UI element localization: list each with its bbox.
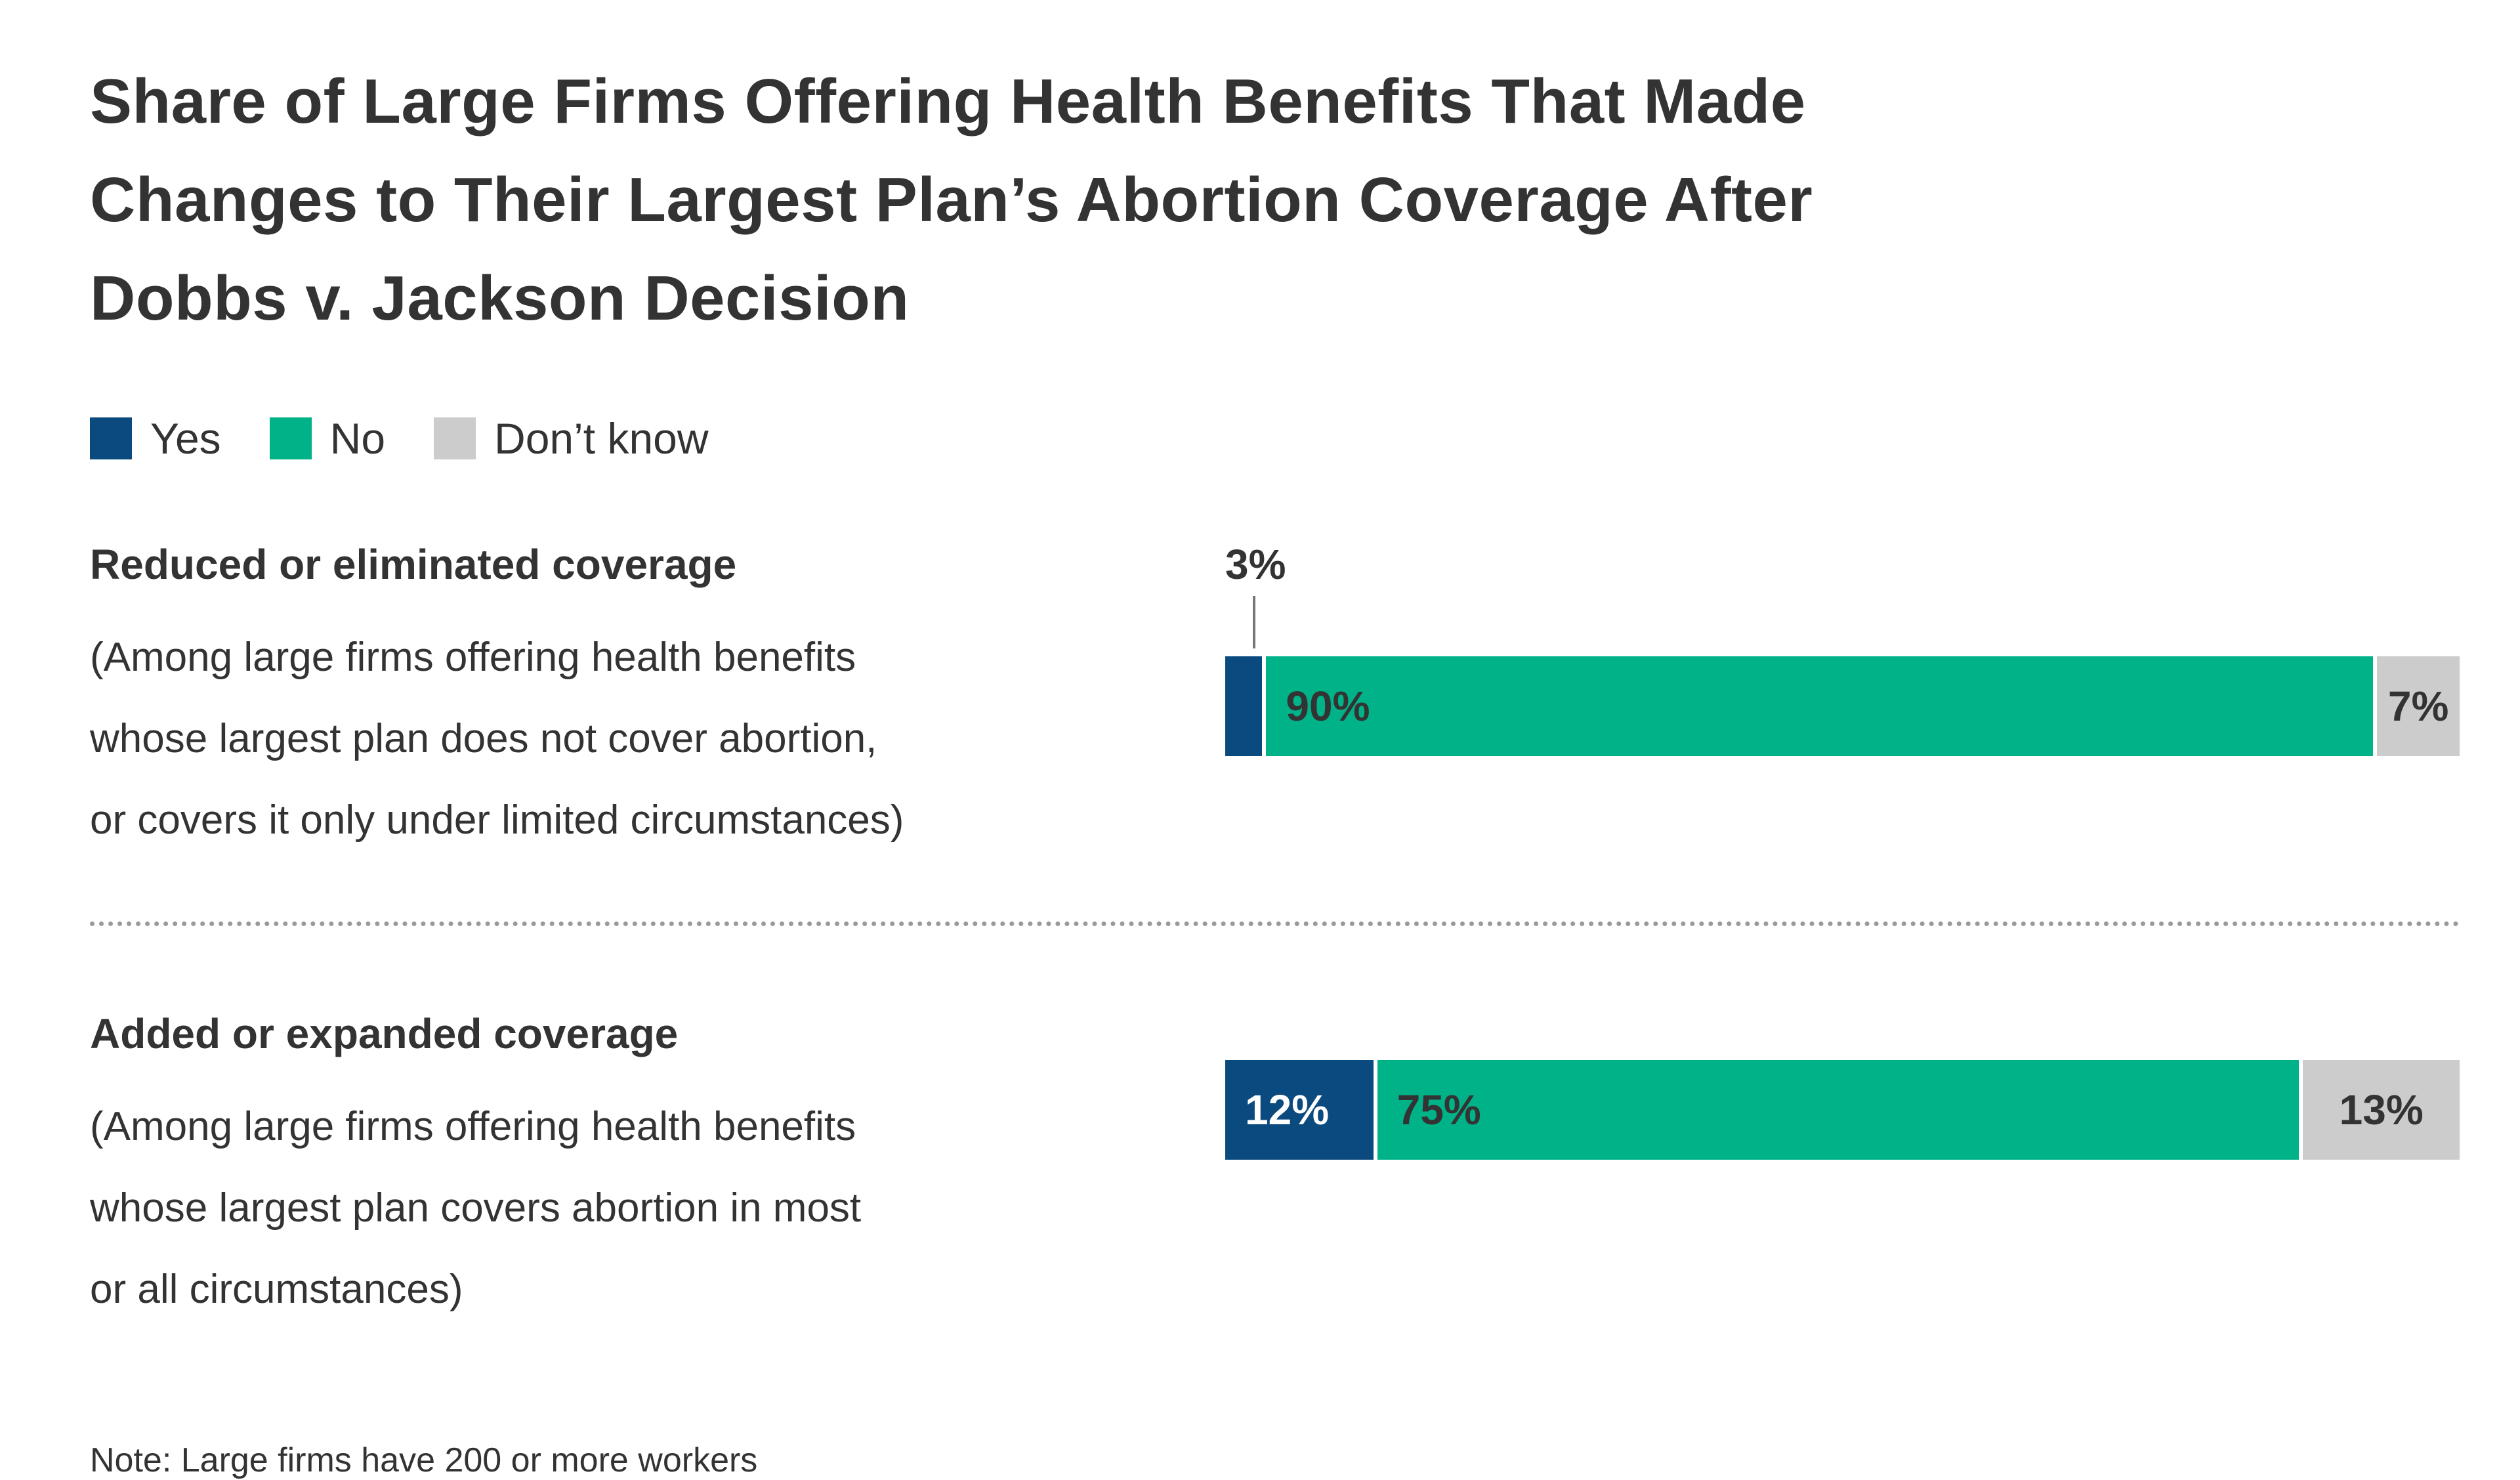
- row-subtitle-reduced-coverage: (Among large firms offering health benef…: [90, 617, 1192, 861]
- row-text-added-coverage: Added or expanded coverage (Among large …: [90, 1010, 1192, 1330]
- chart-title-line-2: Changes to Their Largest Plan’s Abortion…: [90, 165, 1813, 235]
- bar-segment-label-no: 75%: [1396, 1086, 1481, 1133]
- bar-segment-no: 75%: [1373, 1060, 2300, 1160]
- legend-item-dont-know: Don’t know: [434, 413, 709, 463]
- legend-label-yes: Yes: [150, 414, 221, 463]
- bar-row-added-coverage: Added or expanded coverage (Among large …: [90, 1010, 2460, 1330]
- legend-swatch-no: [269, 417, 312, 459]
- chart-title-line-1: Share of Large Firms Offering Health Ben…: [90, 66, 1806, 137]
- callout-line: [1253, 596, 1255, 648]
- yes-value-callout-label: 3%: [1225, 541, 1286, 588]
- legend-item-yes: Yes: [90, 413, 221, 463]
- legend-item-no: No: [269, 413, 386, 463]
- legend: Yes No Don’t know: [90, 413, 2460, 463]
- row-heading-reduced-coverage: Reduced or eliminated coverage: [90, 541, 737, 588]
- bar-segment-dont-know: 7%: [2373, 656, 2460, 756]
- row-chart-added-coverage: 12% 75% 13%: [1192, 1010, 2460, 1160]
- bar-segment-no: 90%: [1262, 656, 2374, 756]
- chart-note: Note: Large firms have 200 or more worke…: [90, 1441, 758, 1479]
- legend-swatch-dont-know: [434, 417, 476, 459]
- row-text-reduced-coverage: Reduced or eliminated coverage (Among la…: [90, 541, 1192, 861]
- legend-swatch-yes: [90, 417, 132, 459]
- bar-segment-yes: 12%: [1225, 1060, 1374, 1160]
- row-subtitle-line: (Among large firms offering health benef…: [90, 1104, 856, 1149]
- row-subtitle-line: whose largest plan does not cover aborti…: [90, 716, 877, 761]
- chart-title: Share of Large Firms Offering Health Ben…: [90, 53, 2460, 348]
- bar-row-reduced-coverage: Reduced or eliminated coverage (Among la…: [90, 541, 2460, 861]
- legend-label-no: No: [329, 414, 386, 463]
- row-subtitle-line: or covers it only under limited circumst…: [90, 797, 904, 843]
- chart-page: Share of Large Firms Offering Health Ben…: [90, 53, 2460, 1479]
- chart-title-line-3: Dobbs v. Jackson Decision: [90, 263, 910, 333]
- dotted-divider: [90, 921, 2460, 926]
- row-subtitle-added-coverage: (Among large firms offering health benef…: [90, 1086, 1192, 1330]
- bar-segment-yes: [1225, 656, 1263, 756]
- row-subtitle-line: or all circumstances): [90, 1267, 463, 1312]
- bar-segment-label-no: 90%: [1286, 683, 1370, 730]
- stacked-bar-reduced-coverage: 90% 7%: [1225, 656, 2460, 756]
- row-subtitle-line: (Among large firms offering health benef…: [90, 635, 856, 680]
- row-heading-added-coverage: Added or expanded coverage: [90, 1010, 679, 1057]
- row-subtitle-line: whose largest plan covers abortion in mo…: [90, 1185, 862, 1231]
- stacked-bar-added-coverage: 12% 75% 13%: [1225, 1060, 2460, 1160]
- bar-segment-label-dont-know: 7%: [2387, 683, 2449, 730]
- legend-label-dont-know: Don’t know: [494, 414, 709, 463]
- bar-segment-dont-know: 13%: [2299, 1060, 2460, 1160]
- bar-segment-label-dont-know: 13%: [2339, 1086, 2424, 1133]
- row-chart-reduced-coverage: 3% 90% 7%: [1192, 541, 2460, 756]
- bar-segment-label-yes: 12%: [1245, 1086, 1330, 1133]
